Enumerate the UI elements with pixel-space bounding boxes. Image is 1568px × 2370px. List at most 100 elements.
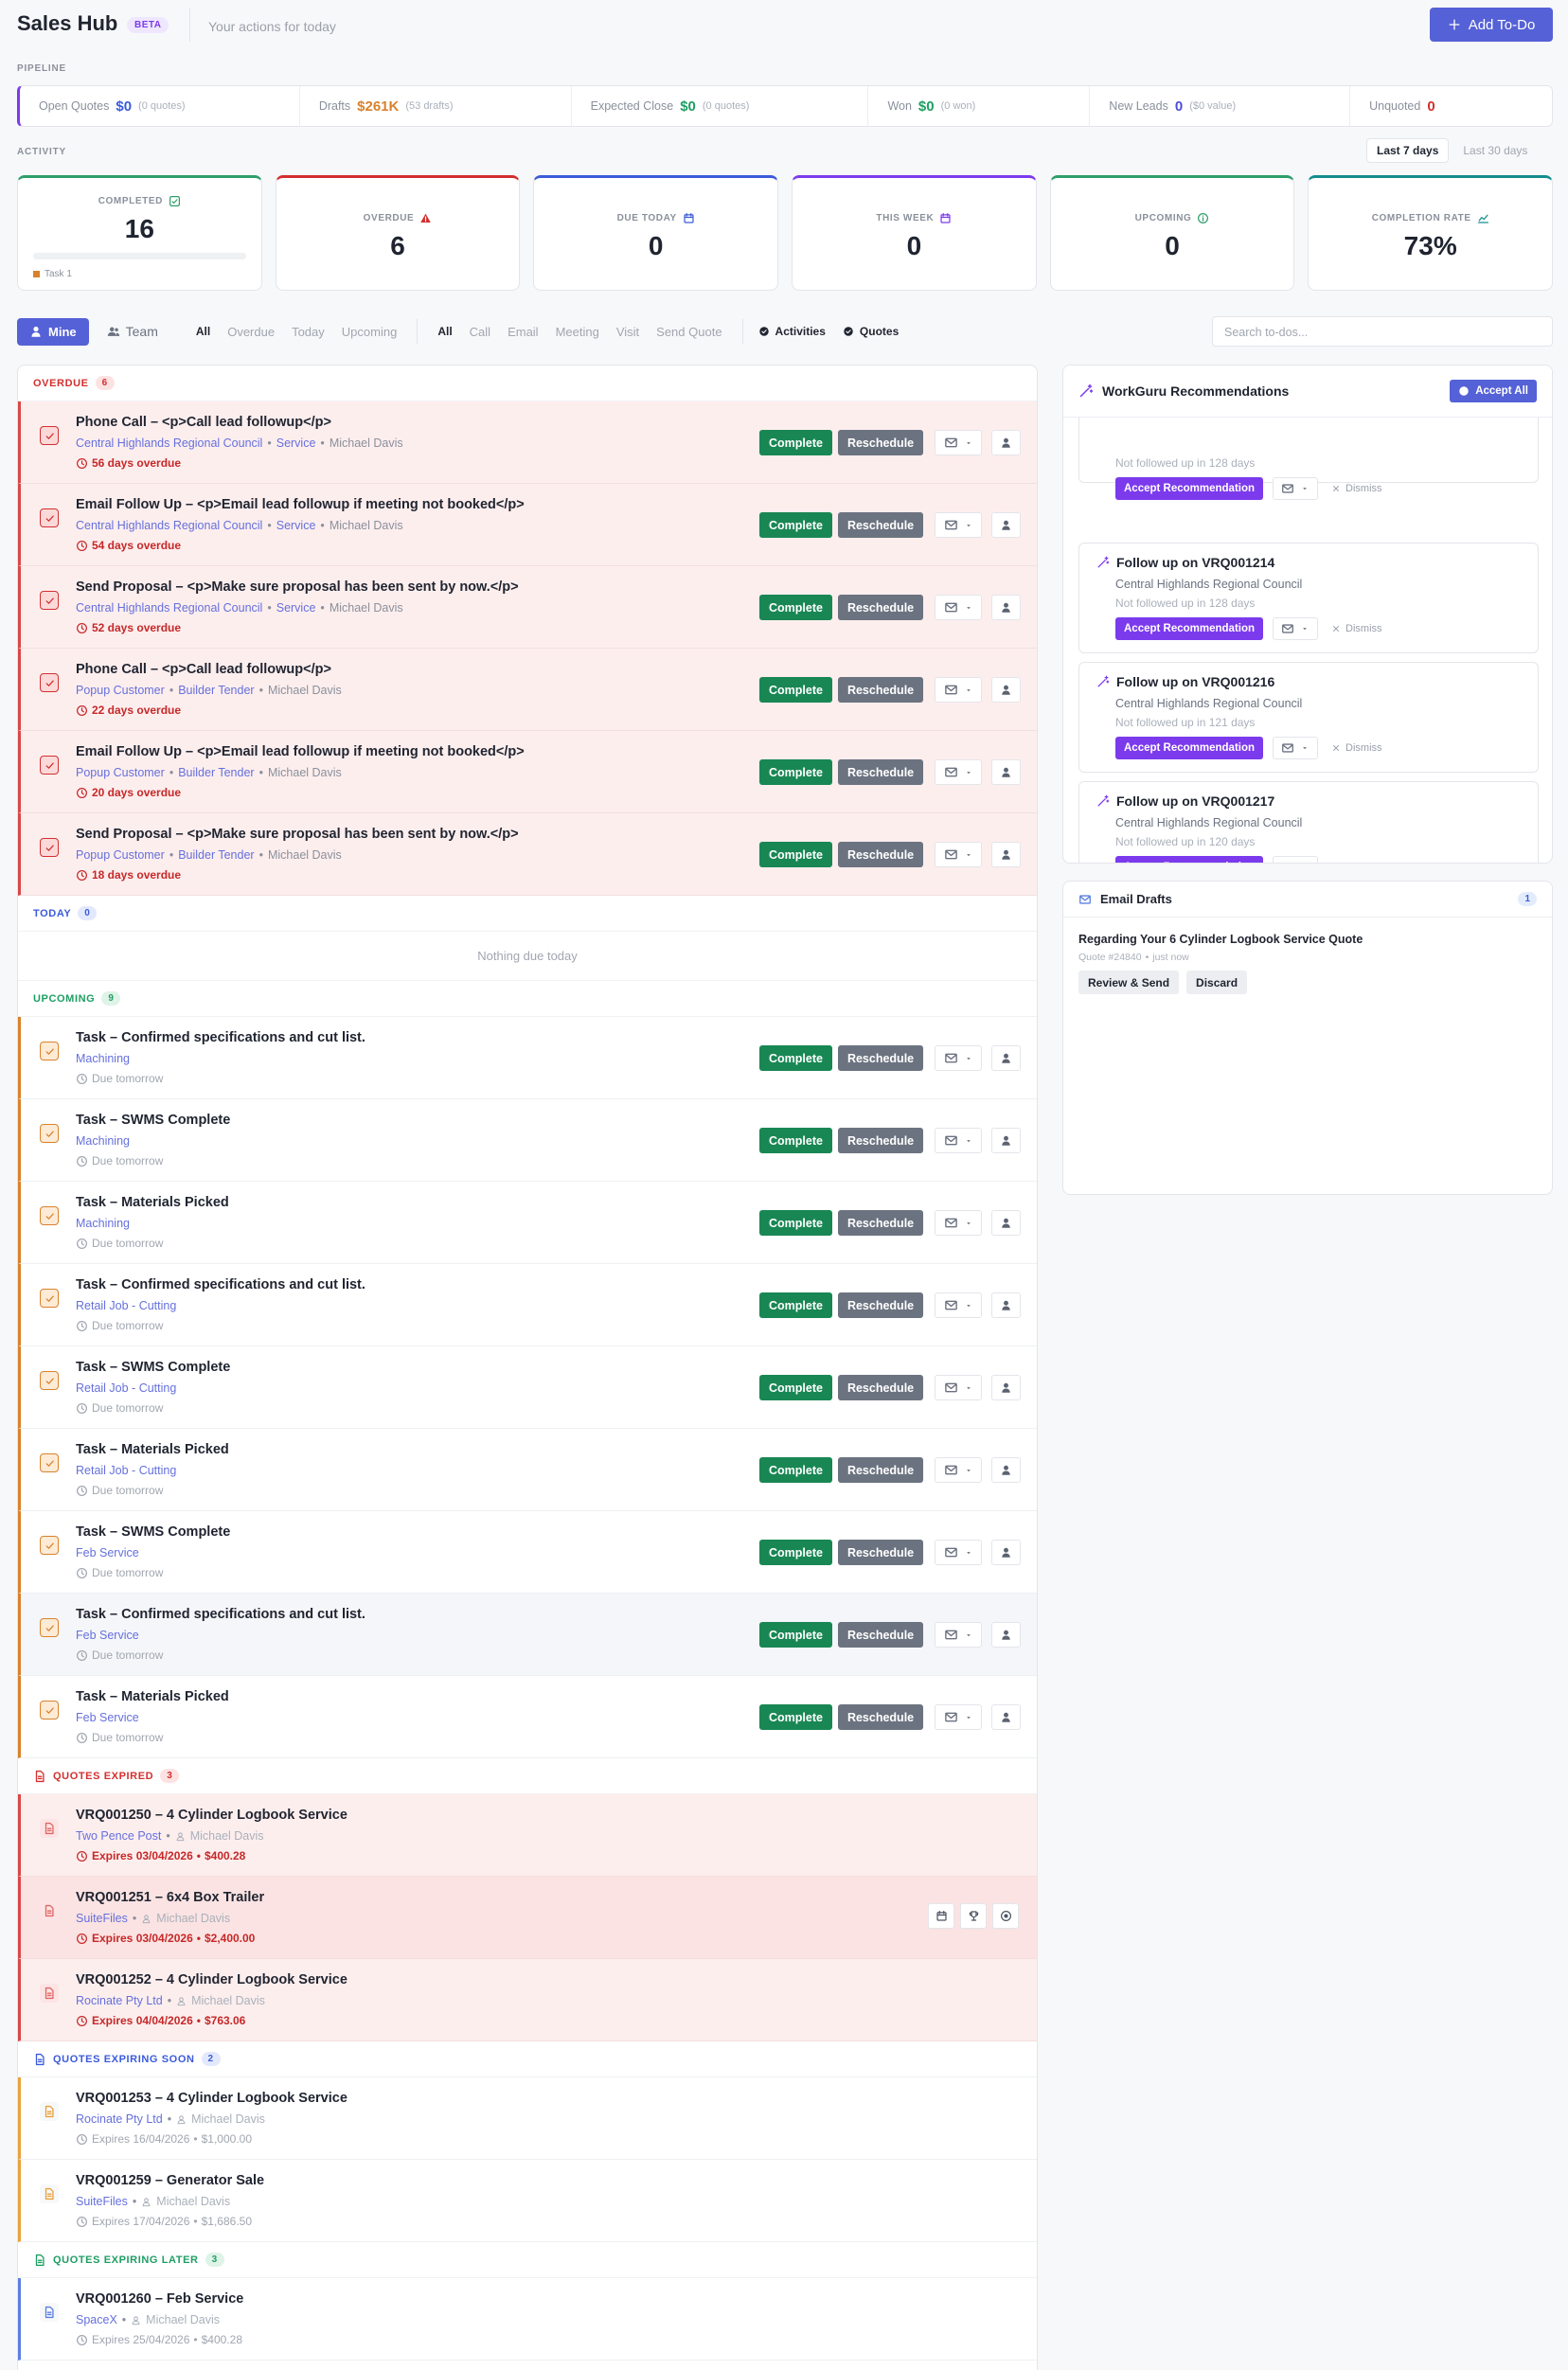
category-link[interactable]: Service (276, 519, 316, 532)
email-dropdown[interactable] (935, 1457, 983, 1483)
search-input[interactable]: Search to-dos... (1212, 316, 1553, 347)
accept-button[interactable]: Accept Recommendation (1115, 737, 1264, 759)
reschedule-button[interactable]: Reschedule (837, 595, 924, 620)
assign-button[interactable] (991, 595, 1022, 620)
category-link[interactable]: Builder Tender (178, 684, 255, 697)
reschedule-button[interactable]: Reschedule (837, 1128, 924, 1153)
reschedule-button[interactable]: Reschedule (837, 759, 924, 785)
todo-checkbox[interactable] (40, 508, 59, 527)
todo-checkbox[interactable] (40, 1618, 59, 1637)
email-dropdown[interactable] (935, 1045, 983, 1071)
client-link[interactable]: Popup Customer (76, 766, 165, 779)
todo-checkbox[interactable] (40, 673, 59, 692)
client-link[interactable]: Rocinate Pty Ltd (76, 2112, 163, 2126)
accept-button[interactable]: Accept Recommendation (1115, 617, 1264, 640)
calendar-button[interactable] (928, 1903, 954, 1929)
email-dropdown[interactable] (935, 1292, 983, 1318)
client-link[interactable]: SuiteFiles (76, 2195, 128, 2208)
category-link[interactable]: Retail Job - Cutting (76, 1464, 177, 1477)
reschedule-button[interactable]: Reschedule (837, 1540, 924, 1565)
assign-button[interactable] (991, 1540, 1022, 1565)
todo-checkbox[interactable] (40, 838, 59, 857)
assign-button[interactable] (991, 1375, 1022, 1400)
assign-button[interactable] (991, 1045, 1022, 1071)
review-send-button[interactable]: Review & Send (1078, 971, 1180, 994)
status-filter[interactable]: Overdue (219, 320, 283, 344)
email-dropdown[interactable] (935, 1622, 983, 1648)
client-link[interactable]: Central Highlands Regional Council (76, 601, 263, 615)
complete-button[interactable]: Complete (759, 1045, 832, 1071)
assign-button[interactable] (991, 677, 1022, 703)
accept-button[interactable]: Accept Recommendation (1115, 856, 1264, 863)
complete-button[interactable]: Complete (759, 1128, 832, 1153)
reschedule-button[interactable]: Reschedule (837, 842, 924, 867)
complete-button[interactable]: Complete (759, 1704, 832, 1730)
dismiss-button[interactable]: Dismiss (1327, 862, 1386, 863)
toggle-checkbox[interactable]: Activities (758, 325, 826, 338)
todo-checkbox[interactable] (40, 1701, 59, 1720)
category-link[interactable]: Feb Service (76, 1546, 139, 1559)
category-link[interactable]: Machining (76, 1052, 130, 1065)
complete-button[interactable]: Complete (759, 1540, 832, 1565)
category-link[interactable]: Builder Tender (178, 848, 255, 862)
todo-checkbox[interactable] (40, 591, 59, 610)
dismiss-button[interactable]: Dismiss (1327, 623, 1386, 634)
assign-button[interactable] (991, 430, 1022, 455)
status-filter[interactable]: Upcoming (333, 320, 406, 344)
type-filter[interactable]: Meeting (547, 320, 608, 344)
complete-button[interactable]: Complete (759, 1457, 832, 1483)
email-dropdown[interactable] (935, 595, 983, 620)
email-dropdown[interactable] (935, 759, 983, 785)
email-dropdown[interactable] (935, 1540, 983, 1565)
complete-button[interactable]: Complete (759, 512, 832, 538)
assign-button[interactable] (991, 1292, 1022, 1318)
discard-button[interactable]: Discard (1186, 971, 1248, 994)
email-dropdown[interactable] (1273, 477, 1319, 500)
reschedule-button[interactable]: Reschedule (837, 1704, 924, 1730)
complete-button[interactable]: Complete (759, 595, 832, 620)
reschedule-button[interactable]: Reschedule (837, 430, 924, 455)
range-button[interactable]: Last 30 days (1452, 138, 1538, 163)
type-filter[interactable]: Visit (608, 320, 648, 344)
email-dropdown[interactable] (935, 1210, 983, 1236)
reschedule-button[interactable]: Reschedule (837, 512, 924, 538)
email-dropdown[interactable] (935, 1704, 983, 1730)
client-link[interactable]: SuiteFiles (76, 1912, 128, 1925)
type-filter[interactable]: Send Quote (648, 320, 730, 344)
email-dropdown[interactable] (1273, 617, 1319, 640)
todo-checkbox[interactable] (40, 1536, 59, 1555)
status-filter[interactable]: All (187, 320, 219, 343)
category-link[interactable]: Feb Service (76, 1629, 139, 1642)
assign-button[interactable] (991, 512, 1022, 538)
todo-checkbox[interactable] (40, 426, 59, 445)
client-link[interactable]: Central Highlands Regional Council (76, 519, 263, 532)
category-link[interactable]: Retail Job - Cutting (76, 1381, 177, 1395)
category-link[interactable]: Service (276, 437, 316, 450)
assign-button[interactable] (991, 1704, 1022, 1730)
category-link[interactable]: Feb Service (76, 1711, 139, 1724)
dismiss-button[interactable]: Dismiss (1327, 483, 1386, 494)
pipeline-item[interactable]: Drafts $261K (53 drafts) (300, 86, 572, 126)
complete-button[interactable]: Complete (759, 759, 832, 785)
reschedule-button[interactable]: Reschedule (837, 1292, 924, 1318)
dismiss-button[interactable]: Dismiss (1327, 742, 1386, 754)
trophy-button[interactable] (960, 1903, 987, 1929)
target-button[interactable] (992, 1903, 1019, 1929)
pipeline-item[interactable]: Expected Close $0 (0 quotes) (572, 86, 869, 126)
email-dropdown[interactable] (935, 430, 983, 455)
reschedule-button[interactable]: Reschedule (837, 677, 924, 703)
owner-filter[interactable]: Team (98, 319, 167, 344)
reschedule-button[interactable]: Reschedule (837, 1045, 924, 1071)
email-dropdown[interactable] (935, 1375, 983, 1400)
status-filter[interactable]: Today (283, 320, 333, 344)
todo-checkbox[interactable] (40, 1042, 59, 1060)
assign-button[interactable] (991, 1457, 1022, 1483)
email-dropdown[interactable] (935, 512, 983, 538)
todo-checkbox[interactable] (40, 1206, 59, 1225)
todo-checkbox[interactable] (40, 756, 59, 775)
reschedule-button[interactable]: Reschedule (837, 1457, 924, 1483)
client-link[interactable]: Rocinate Pty Ltd (76, 1994, 163, 2007)
accept-button[interactable]: Accept Recommendation (1115, 477, 1264, 500)
add-todo-button[interactable]: Add To-Do (1430, 8, 1553, 42)
category-link[interactable]: Builder Tender (178, 766, 255, 779)
